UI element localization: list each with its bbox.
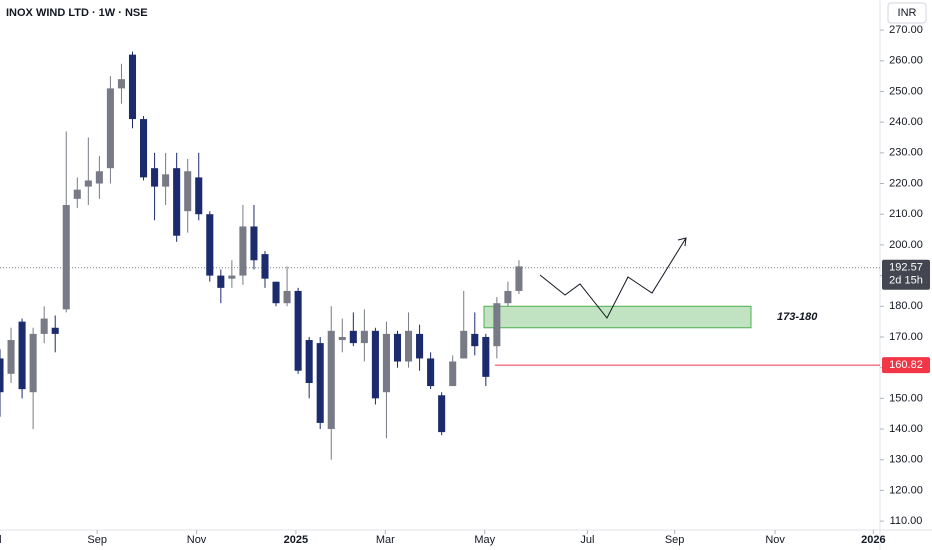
candle-body <box>184 171 192 212</box>
candle-body <box>239 226 247 276</box>
candle-body <box>504 290 512 304</box>
x-tick-label: Jul <box>580 534 594 546</box>
x-tick-label: Nov <box>187 534 207 546</box>
candle-body <box>117 79 125 89</box>
x-tick-label: Nov <box>765 534 785 546</box>
candle-body <box>349 330 357 344</box>
y-tick-label: 230.00 <box>889 147 923 159</box>
y-tick-label: 200.00 <box>889 239 923 251</box>
candle-body <box>316 343 324 423</box>
x-tick-label: Sep <box>665 534 685 546</box>
level-box <box>882 357 930 374</box>
level-label: 160.82 <box>889 359 923 371</box>
candle-body <box>84 180 92 187</box>
candle-body <box>371 330 379 399</box>
candle-body <box>515 266 523 291</box>
y-tick-label: 150.00 <box>889 392 923 404</box>
support-zone <box>483 305 752 329</box>
candle-body <box>438 395 446 433</box>
candle-body <box>206 214 214 276</box>
candle-body <box>128 54 137 120</box>
candle-body <box>327 330 335 430</box>
y-tick-label: 120.00 <box>889 484 923 496</box>
x-tick-label: May <box>474 534 495 546</box>
candle-body <box>460 330 468 359</box>
candle-body <box>18 321 26 390</box>
projection-path <box>539 237 687 319</box>
candle-body <box>73 189 81 199</box>
candle-body <box>95 171 103 184</box>
candle-body <box>51 327 59 334</box>
x-tick-label: Mar <box>376 534 395 546</box>
candle-body <box>173 168 181 236</box>
y-tick-label: 130.00 <box>889 454 923 466</box>
candle-body <box>449 361 457 387</box>
candle-body <box>162 174 170 187</box>
y-tick-label: 140.00 <box>889 423 923 435</box>
countdown-label: 2d 15h <box>889 275 923 287</box>
candle-body <box>261 254 269 279</box>
candle-body <box>40 318 48 334</box>
candle-body <box>250 226 258 261</box>
candle-body <box>294 290 302 371</box>
x-tick-label: Jul <box>0 534 2 546</box>
candle-body <box>217 275 225 288</box>
candle-body <box>493 303 501 347</box>
candle-body <box>471 333 479 347</box>
last-price-label: 192.57 <box>889 262 923 274</box>
currency-label: INR <box>898 7 917 19</box>
projection-arrowhead <box>677 237 687 247</box>
candle-body <box>482 336 490 377</box>
y-tick-label: 270.00 <box>889 24 923 36</box>
x-tick-label: 2025 <box>284 534 308 546</box>
y-tick-label: 250.00 <box>889 85 923 97</box>
y-tick-label: 210.00 <box>889 208 923 220</box>
y-tick-label: 260.00 <box>889 55 923 67</box>
candle-body <box>7 340 15 374</box>
candle-body <box>62 205 70 310</box>
candle-body <box>151 168 159 187</box>
candle-body <box>305 340 313 383</box>
currency-box <box>887 2 927 24</box>
last-price-box <box>882 259 930 290</box>
candle-body <box>195 177 203 215</box>
plot-area: 173-180 <box>0 51 880 460</box>
x-tick-label: Sep <box>87 534 107 546</box>
candle-body <box>427 358 435 387</box>
y-tick-label: 220.00 <box>889 177 923 189</box>
candle-body <box>360 330 368 344</box>
x-tick-label: 2026 <box>861 534 885 546</box>
candle-body <box>338 336 346 341</box>
candle-body <box>29 333 37 393</box>
candle-body <box>140 119 148 178</box>
candle-body <box>382 333 390 393</box>
candle-body <box>404 330 413 362</box>
candle-body <box>106 88 114 169</box>
y-tick-label: 110.00 <box>890 515 923 527</box>
y-tick-label: 180.00 <box>889 300 923 312</box>
zone-label: 173-180 <box>777 311 818 323</box>
chart-title: INOX WIND LTD · 1W · NSE <box>6 7 148 19</box>
y-tick-label: 240.00 <box>889 116 923 128</box>
candle-body <box>228 275 236 279</box>
y-tick-label: 170.00 <box>889 331 923 343</box>
candle-body <box>393 333 402 362</box>
candle-body <box>0 358 4 393</box>
candle-body <box>416 333 424 359</box>
candle-body <box>272 281 280 304</box>
candle-body <box>283 290 291 304</box>
